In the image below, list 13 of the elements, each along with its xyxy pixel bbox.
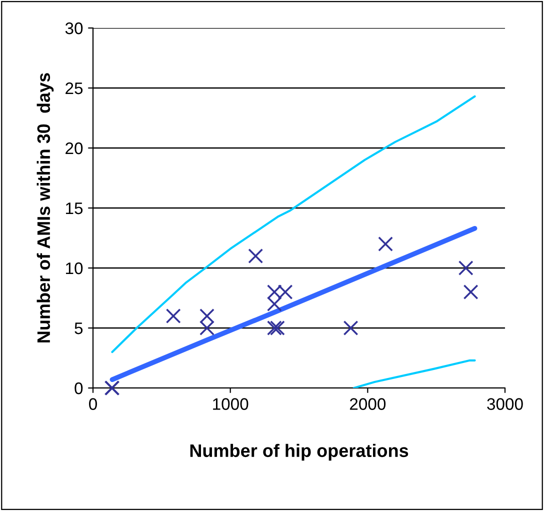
x-axis-title: Number of hip operations: [190, 444, 408, 461]
x-tick-label: 1000: [213, 398, 248, 410]
y-tick-label: 30: [65, 22, 83, 34]
x-tick-label: 3000: [487, 398, 523, 410]
y-axis-title: Number of AMIs within 30 days: [36, 73, 54, 342]
y-tick-label: 5: [74, 322, 83, 334]
y-tick-label: 0: [74, 382, 83, 394]
y-tick-label: 15: [66, 202, 83, 214]
x-tick-label: 0: [89, 398, 97, 410]
y-tick-label: 25: [66, 82, 83, 94]
y-tick-label: 20: [66, 142, 83, 154]
x-tick-label: 2000: [350, 398, 386, 410]
y-tick-label: 10: [66, 262, 83, 274]
